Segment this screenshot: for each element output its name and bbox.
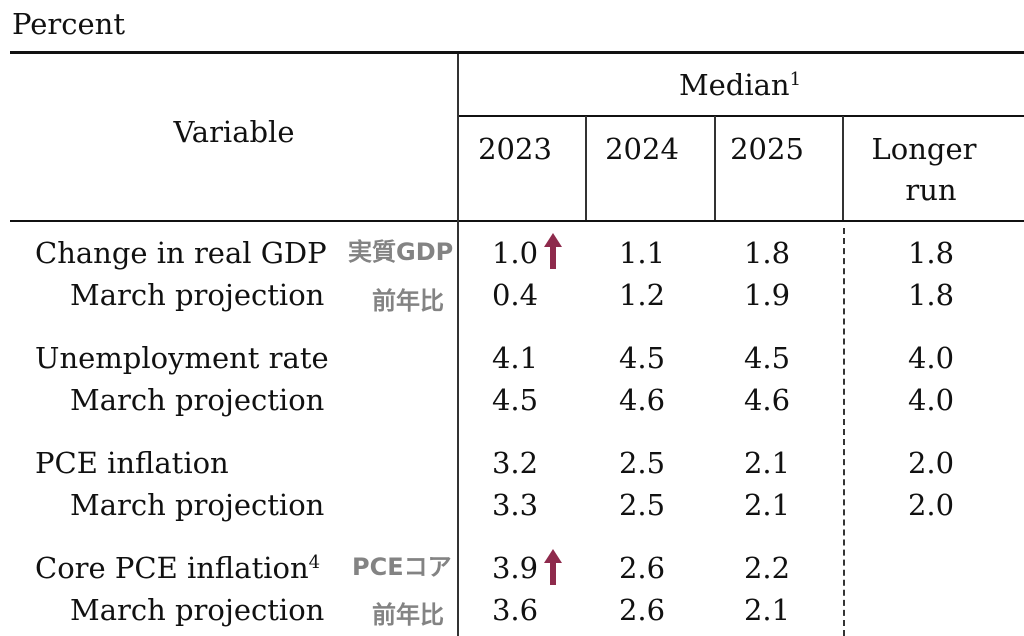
cell-core-pce-2025: 2.2: [743, 551, 791, 585]
cell-unemp-march-2024: 4.6: [618, 383, 666, 417]
year-2023-header: 2023: [478, 132, 552, 166]
cell-gdp-2024: 1.1: [618, 236, 666, 270]
core-pce-yoy-japanese-annotation: 前年比: [372, 601, 444, 629]
cell-gdp-march-longer-run: 1.8: [907, 278, 955, 312]
cell-unemp-2025: 4.5: [743, 341, 791, 375]
cell-pce-march-longer-run: 2.0: [907, 488, 955, 522]
cell-unemp-2024: 4.5: [618, 341, 666, 375]
core-pce-footnote: 4: [308, 552, 321, 573]
longer-run-header-line2: run: [905, 173, 957, 207]
cell-unemp-march-longer-run: 4.0: [907, 383, 955, 417]
cell-pce-longer-run: 2.0: [907, 446, 955, 480]
cell-pce-2024: 2.5: [618, 446, 666, 480]
col-divider-2024: [714, 116, 716, 220]
row-label-core-pce-march: March projection: [70, 593, 325, 627]
cell-unemp-march-2025: 4.6: [743, 383, 791, 417]
cell-gdp-2023: 1.0: [491, 236, 539, 270]
cell-core-pce-march-2023: 3.6: [491, 593, 539, 627]
cell-gdp-2025: 1.8: [743, 236, 791, 270]
up-arrow-icon: [544, 233, 562, 269]
cell-gdp-march-2025: 1.9: [743, 278, 791, 312]
longer-run-header-line1: Longer: [871, 132, 977, 166]
core-pce-label: Core PCE inflation: [35, 551, 309, 585]
col-divider-2023: [585, 116, 587, 220]
row-label-unemp-march: March projection: [70, 383, 325, 417]
cell-pce-march-2023: 3.3: [491, 488, 539, 522]
row-label-gdp-march: March projection: [70, 278, 325, 312]
gdp-yoy-japanese-annotation: 前年比: [372, 287, 444, 315]
median-header: Median1: [679, 71, 801, 100]
median-label: Median: [678, 68, 790, 102]
cell-unemp-2023: 4.1: [491, 341, 539, 375]
year-2024-header: 2024: [605, 132, 679, 166]
median-footnote: 1: [789, 69, 802, 90]
header-rule: [10, 220, 1024, 222]
col-divider-2025: [842, 116, 844, 220]
row-label-pce: PCE inflation: [35, 446, 229, 480]
cell-unemp-longer-run: 4.0: [907, 341, 955, 375]
up-arrow-icon: [544, 549, 562, 585]
row-label-core-pce: Core PCE inflation4: [35, 554, 320, 583]
variable-header: Variable: [173, 115, 295, 149]
cell-pce-march-2025: 2.1: [743, 488, 791, 522]
row-label-pce-march: March projection: [70, 488, 325, 522]
top-rule: [10, 51, 1024, 54]
cell-gdp-march-2024: 1.2: [618, 278, 666, 312]
table-caption: Percent: [12, 7, 125, 41]
row-label-unemployment: Unemployment rate: [35, 341, 329, 375]
cell-pce-2023: 3.2: [491, 446, 539, 480]
cell-pce-2025: 2.1: [743, 446, 791, 480]
cell-gdp-march-2023: 0.4: [491, 278, 539, 312]
cell-core-pce-march-2025: 2.1: [743, 593, 791, 627]
cell-core-pce-2024: 2.6: [618, 551, 666, 585]
gdp-japanese-annotation: 実質GDP: [348, 238, 454, 266]
median-rule: [459, 115, 1024, 117]
year-2025-header: 2025: [730, 132, 804, 166]
cell-core-pce-2023: 3.9: [491, 551, 539, 585]
row-label-real-gdp: Change in real GDP: [35, 236, 327, 270]
core-pce-japanese-annotation: PCEコア: [352, 553, 452, 581]
longer-run-dashed-divider: [843, 228, 845, 636]
cell-unemp-march-2023: 4.5: [491, 383, 539, 417]
cell-pce-march-2024: 2.5: [618, 488, 666, 522]
cell-gdp-longer-run: 1.8: [907, 236, 955, 270]
variable-divider: [457, 54, 459, 636]
cell-core-pce-march-2024: 2.6: [618, 593, 666, 627]
